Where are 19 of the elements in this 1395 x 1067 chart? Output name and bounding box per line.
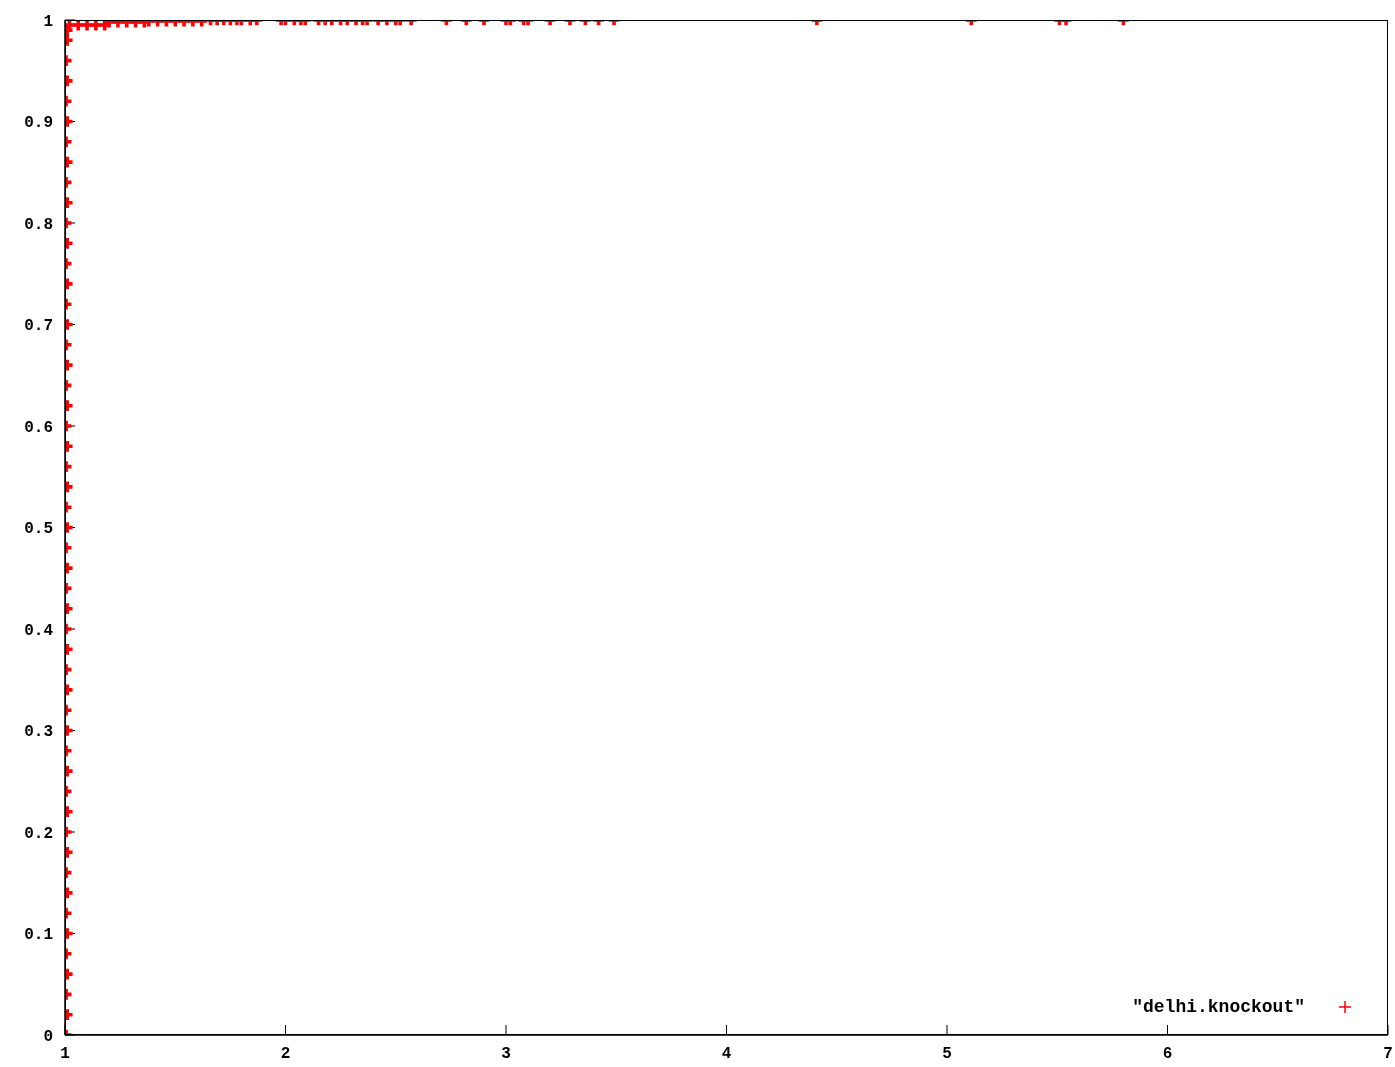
y-tick-label: 0.9 <box>24 114 53 133</box>
x-tick-label: 1 <box>60 1045 70 1064</box>
y-tick-label: 0 <box>43 1027 53 1046</box>
x-tick-label: 6 <box>1162 1045 1173 1064</box>
y-tick-label: 1 <box>43 12 53 31</box>
y-tick-label: 0.2 <box>24 824 53 843</box>
x-tick-label: 5 <box>942 1045 952 1064</box>
x-tick-label: 3 <box>501 1045 511 1064</box>
y-tick-label: 0.3 <box>24 723 53 742</box>
y-tick-label: 0.7 <box>24 317 53 336</box>
legend-label: "delhi.knockout" <box>1132 997 1305 1017</box>
x-tick-label: 7 <box>1383 1045 1393 1064</box>
y-tick-label: 0.8 <box>24 215 53 234</box>
y-tick-label: 0.6 <box>24 418 53 437</box>
x-tick-label: 4 <box>721 1045 732 1064</box>
y-tick-label: 0.4 <box>24 621 54 640</box>
x-tick-label: 2 <box>280 1045 291 1064</box>
y-tick-label: 0.5 <box>24 520 53 539</box>
y-tick-label: 0.1 <box>24 926 53 945</box>
